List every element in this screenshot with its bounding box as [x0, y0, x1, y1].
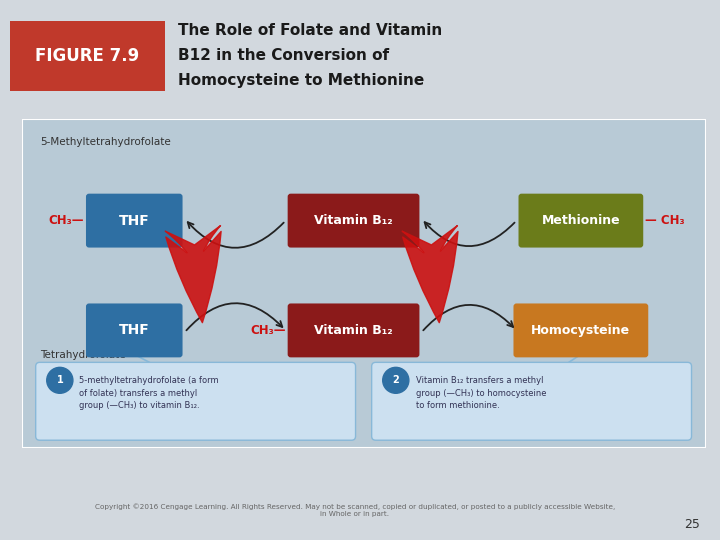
FancyBboxPatch shape	[518, 194, 643, 247]
Text: — CH₃: — CH₃	[645, 214, 685, 227]
Text: THF: THF	[119, 214, 150, 228]
FancyBboxPatch shape	[372, 362, 691, 440]
FancyBboxPatch shape	[36, 362, 356, 440]
FancyBboxPatch shape	[288, 194, 420, 247]
FancyBboxPatch shape	[288, 303, 420, 357]
FancyArrowPatch shape	[186, 303, 282, 330]
Text: 2: 2	[392, 375, 399, 386]
Text: CH₃—: CH₃—	[48, 214, 84, 227]
FancyBboxPatch shape	[22, 119, 706, 448]
Text: Tetrahydrofolate: Tetrahydrofolate	[40, 350, 125, 360]
FancyBboxPatch shape	[86, 303, 183, 357]
Text: 5-Methyltetrahydrofolate: 5-Methyltetrahydrofolate	[40, 137, 171, 147]
FancyBboxPatch shape	[513, 303, 648, 357]
Text: B12 in the Conversion of: B12 in the Conversion of	[178, 48, 389, 63]
Text: Copyright ©2016 Cengage Learning. All Rights Reserved. May not be scanned, copie: Copyright ©2016 Cengage Learning. All Ri…	[95, 503, 615, 517]
Text: CH₃—: CH₃—	[250, 324, 286, 337]
Text: 25: 25	[684, 518, 700, 531]
FancyBboxPatch shape	[10, 21, 165, 91]
Text: 5-methyltetrahydrofolate (a form
of folate) transfers a methyl
group (—CH₃) to v: 5-methyltetrahydrofolate (a form of fola…	[79, 376, 219, 410]
Text: THF: THF	[119, 323, 150, 338]
Text: Vitamin B₁₂: Vitamin B₁₂	[314, 324, 393, 337]
Text: Homocysteine to Methionine: Homocysteine to Methionine	[178, 73, 424, 88]
Text: Vitamin B₁₂ transfers a methyl
group (—CH₃) to homocysteine
to form methionine.: Vitamin B₁₂ transfers a methyl group (—C…	[416, 376, 546, 410]
FancyArrowPatch shape	[402, 226, 458, 323]
FancyArrowPatch shape	[188, 222, 284, 248]
FancyBboxPatch shape	[86, 194, 183, 247]
Text: The Role of Folate and Vitamin: The Role of Folate and Vitamin	[178, 23, 442, 38]
Text: Vitamin B₁₂: Vitamin B₁₂	[314, 214, 393, 227]
Text: FIGURE 7.9: FIGURE 7.9	[35, 47, 139, 65]
FancyArrowPatch shape	[423, 305, 513, 330]
Text: 1: 1	[56, 375, 63, 386]
Text: Homocysteine: Homocysteine	[531, 324, 631, 337]
Circle shape	[47, 367, 73, 393]
Text: Methionine: Methionine	[541, 214, 620, 227]
Circle shape	[383, 367, 409, 393]
FancyArrowPatch shape	[425, 222, 515, 246]
FancyArrowPatch shape	[166, 226, 221, 323]
